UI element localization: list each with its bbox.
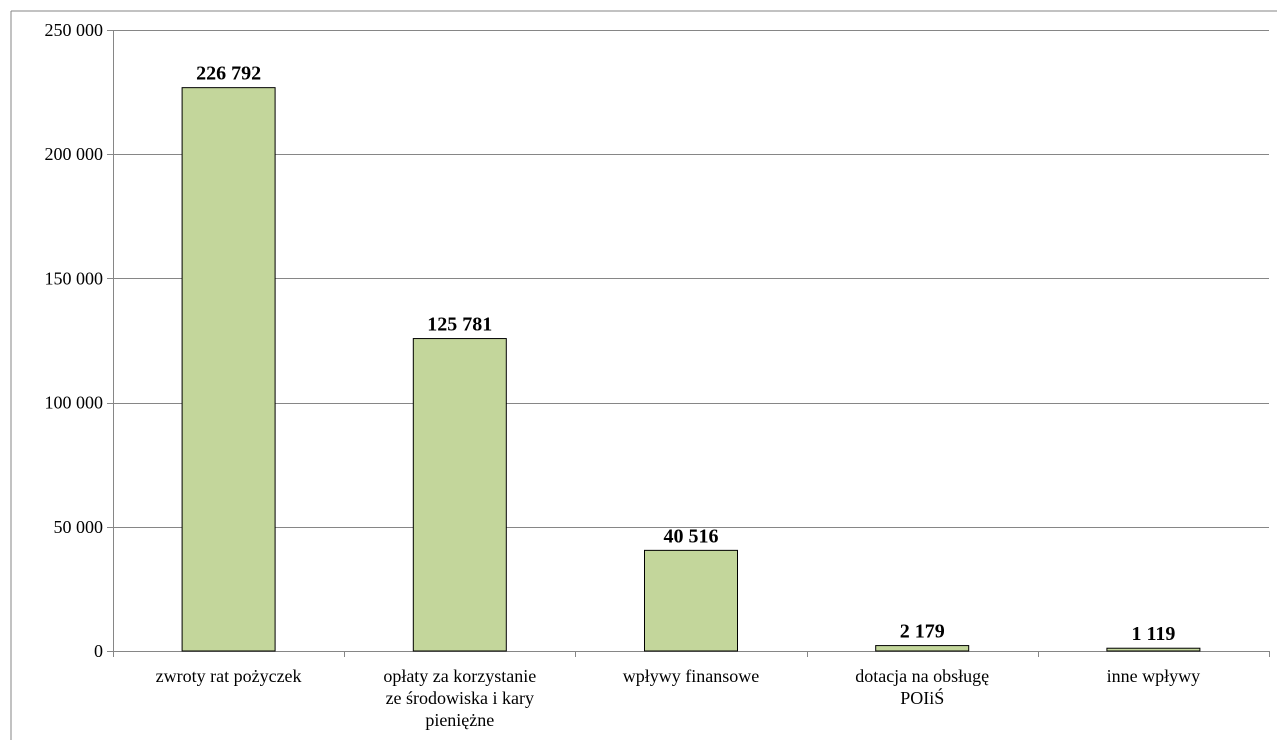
data-label: 1 119 bbox=[1131, 623, 1175, 645]
data-labels: 226 792 125 781 40 516 2 179 1 119 bbox=[196, 63, 1175, 646]
data-label: 125 781 bbox=[427, 314, 492, 336]
bar bbox=[875, 645, 970, 652]
bar bbox=[1106, 647, 1201, 652]
data-label: 226 792 bbox=[196, 63, 261, 85]
x-axis-category-labels: zwroty rat pożyczek opłaty za korzystanie… bbox=[156, 666, 1201, 730]
bar bbox=[644, 549, 738, 652]
x-category-label: wpływy finansowe bbox=[623, 666, 759, 686]
gridlines bbox=[113, 30, 1269, 528]
data-label: 40 516 bbox=[664, 525, 719, 547]
data-label: 2 179 bbox=[900, 621, 945, 643]
y-axis-tick-labels: 0 50 000 100 000 150 000 200 000 250 000 bbox=[45, 20, 104, 661]
y-tick-label: 250 000 bbox=[45, 20, 104, 40]
y-tick-label: 0 bbox=[94, 641, 103, 661]
x-category-label: inne wpływy bbox=[1107, 666, 1201, 686]
bar bbox=[412, 338, 507, 652]
x-category-label: opłaty za korzystanie ze środowiska i kar… bbox=[383, 666, 536, 730]
x-category-label: dotacja na obsługę POIiŚ bbox=[855, 666, 989, 708]
bar bbox=[181, 87, 276, 652]
y-tick-label: 50 000 bbox=[54, 517, 104, 537]
y-tick-label: 100 000 bbox=[45, 393, 104, 413]
y-tick-label: 150 000 bbox=[45, 268, 104, 288]
bars bbox=[181, 87, 1201, 652]
x-category-label: zwroty rat pożyczek bbox=[156, 666, 302, 686]
y-tick-label: 200 000 bbox=[45, 144, 104, 164]
